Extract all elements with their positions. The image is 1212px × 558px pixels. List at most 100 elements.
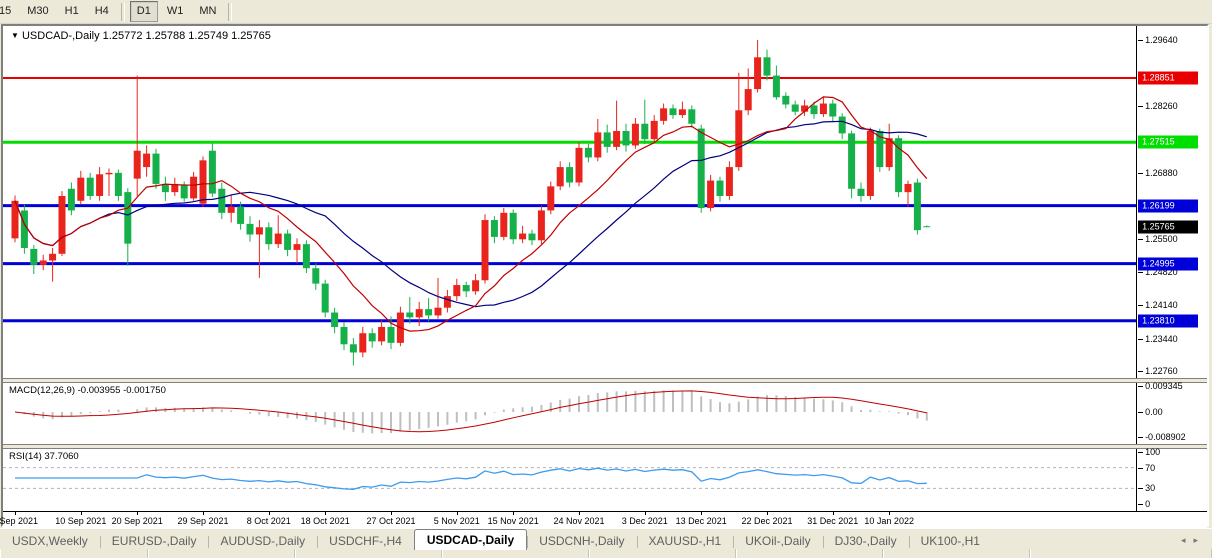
time-tick-label: 24 Nov 2021 [553,516,605,526]
timeframe-button-mn[interactable]: MN [199,5,217,17]
time-tick-label: 31 Dec 2021 [807,516,859,526]
timeframe-button-h4[interactable]: H4 [94,5,109,17]
candle-body [791,104,799,112]
toolbar-separator [120,2,125,21]
chart-tab-usdcnh[interactable]: USDCNH-,Daily [527,533,636,550]
pane-divider[interactable] [3,444,1207,449]
candle-body [819,103,827,115]
price-tick-label: 1.29640 [1138,34,1178,45]
quote-ohlc-label: 1.25772 1.25788 1.25749 1.25765 [102,30,271,42]
macd-plot[interactable]: MACD(12,26,9) -0.003955 -0.001750 [3,383,1137,444]
candle-body [453,285,461,297]
candle-body [829,103,837,117]
candle-body [669,108,677,116]
candle-body [190,176,198,199]
candle-body [180,185,188,199]
candle-body [810,105,818,115]
macd-chart[interactable] [3,383,1136,444]
candle-body [58,195,66,254]
rsi-axis[interactable]: 100 70 30 0 [1136,447,1207,511]
toolbar-separator [228,2,233,21]
candle-body [801,105,809,112]
candle-body [678,109,686,116]
rsi-plot[interactable]: RSI(14) 37.7060 [3,449,1137,511]
chart-tab-ukoil[interactable]: UKOil-,Daily [733,533,822,550]
candle-body [434,307,442,316]
time-tick [767,512,768,515]
candle-body [885,138,893,168]
timeframe-button-h1[interactable]: H1 [64,5,79,17]
statusbar-cell [295,549,442,558]
chart-tab-eurusd[interactable]: EURUSD-,Daily [99,533,209,550]
candle-body [519,233,527,240]
tab-scroll-arrows[interactable]: ◂▸ [1180,535,1206,545]
chart-tab-usdcad[interactable]: USDCAD-,Daily [413,529,528,550]
timeframe-button-d1[interactable]: D1 [129,1,158,22]
time-tick [513,512,515,515]
macd-axis[interactable]: 0.009345 0.00 -0.008902 [1136,381,1207,444]
candle-body [293,244,301,250]
price-level-badge: 1.23810 [1138,314,1199,328]
candle-body [284,233,292,250]
price-tick-label: 1.23440 [1138,333,1178,344]
candle-body [161,183,169,193]
candle-body [77,177,85,201]
chart-tab-audusd[interactable]: AUDUSD-,Daily [208,533,317,550]
candle-body [744,89,752,111]
candle-body [688,109,696,124]
candle-body [368,333,376,342]
price-axis[interactable]: 1.29640 1.28260 1.26880 1.25500 1.24820 1.241… [1136,26,1207,378]
time-tick [579,512,580,515]
time-tick-label: 1 Sep 2021 [0,516,39,526]
candle-body [763,57,771,76]
candle-body [340,326,348,345]
candle-body [838,116,846,134]
ma-fast-line [14,96,928,332]
macd-label: MACD(12,26,9) -0.003955 -0.001750 [9,385,166,396]
candle-body [650,120,658,140]
candle-body [406,312,414,318]
chart-title: ▼ USDCAD-,Daily 1.25772 1.25788 1.25749 … [11,30,271,42]
price-tick-label: 1.24820 [1138,267,1178,278]
timeframe-button-15[interactable]: 15 [0,5,12,17]
candle-body [227,206,235,213]
candle-body [697,128,705,209]
chart-tab-xauusd[interactable]: XAUUSD-,H1 [636,533,734,550]
time-tick-label: 5 Nov 2021 [433,516,480,526]
time-axis[interactable]: 1 Sep 2021 10 Sep 2021 20 Sep 2021 29 Sep 2… [0,511,1207,531]
candle-body [584,147,592,158]
candle-body [133,150,141,179]
macd-tick-label: 0.00 [1138,407,1163,417]
time-tick-label: 27 Oct 2021 [366,516,416,526]
rsi-chart[interactable] [3,449,1137,511]
chart-tab-uk100[interactable]: UK100-,H1 [908,533,992,550]
chart-menu-icon[interactable]: ▼ [11,31,19,40]
candle-body [443,296,451,308]
chart-tab-usdchf[interactable]: USDCHF-,H4 [317,533,414,550]
candle-body [114,172,122,196]
candle-body [782,95,790,105]
candle-body [274,233,282,245]
price-chart[interactable] [3,26,1137,378]
candle-body [490,220,498,237]
time-tick-label: 29 Sep 2021 [177,516,229,526]
price-level-badge: 1.28851 [1138,71,1199,85]
price-plot[interactable]: ▼ USDCAD-,Daily 1.25772 1.25788 1.25749 … [3,26,1137,378]
timeframe-button-w1[interactable]: W1 [166,5,184,17]
candle-body [462,285,470,292]
pane-divider[interactable] [3,378,1207,383]
candle-body [359,333,367,353]
candle-body [848,133,856,189]
candle-body [481,220,489,281]
chart-window: ▼ USDCAD-,Daily 1.25772 1.25788 1.25749 … [0,24,1209,531]
candle-body [622,130,630,146]
time-tick-label: 20 Sep 2021 [111,516,163,526]
candle-body [387,326,395,343]
candle-body [547,186,555,211]
status-bar [0,549,1212,558]
chart-tab-dj30[interactable]: DJ30-,Daily [822,533,909,550]
chart-tab-usdx[interactable]: USDX,Weekly [12,534,88,548]
timeframe-button-m30[interactable]: M30 [27,5,49,17]
candle-body [208,150,216,194]
candle-body [857,188,865,196]
